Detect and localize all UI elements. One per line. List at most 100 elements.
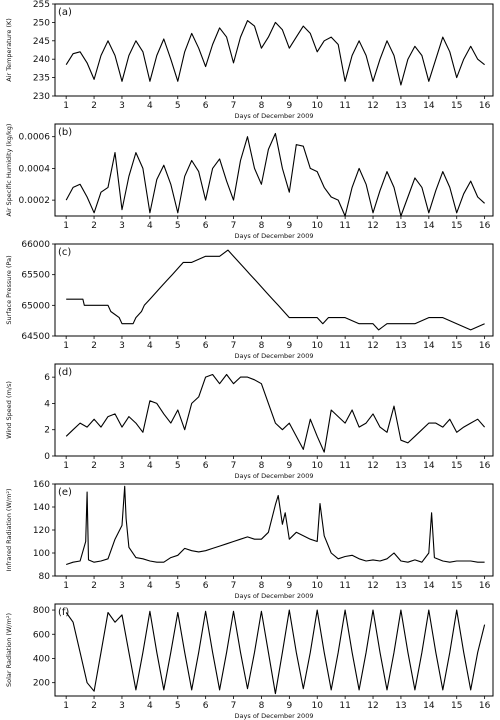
x-tick-label: 12 — [367, 101, 378, 111]
panel-label: (c) — [58, 247, 71, 258]
x-tick-label: 13 — [395, 701, 406, 711]
x-tick-label: 4 — [147, 701, 153, 711]
plot-frame — [54, 243, 494, 337]
x-tick-label: 7 — [231, 461, 237, 471]
x-tick-label: 13 — [395, 581, 406, 591]
x-tick-label: 14 — [423, 101, 435, 111]
panel-c: 1 2 3 4 5 6 7 8 9 10 11 12 13 14 15 1664500650006550066… — [5, 240, 494, 360]
x-axis-label: Days of December 2009 — [235, 472, 314, 480]
y-tick-label: 140 — [33, 503, 50, 513]
x-tick-label: 3 — [119, 101, 125, 111]
x-tick-label: 11 — [339, 101, 350, 111]
x-tick-label: 13 — [395, 101, 406, 111]
x-axis-label: Days of December 2009 — [235, 712, 314, 720]
y-tick-label: 65000 — [21, 301, 50, 311]
panel-b: 1 2 3 4 5 6 7 8 9 10 11 12 13 14 15 160.00020.00040.000… — [5, 123, 494, 240]
x-tick-label: 3 — [119, 461, 125, 471]
y-tick-label: 250 — [33, 18, 50, 28]
x-tick-label: 7 — [231, 221, 237, 231]
x-tick-label: 11 — [339, 341, 350, 351]
x-tick-label: 1 — [63, 221, 69, 231]
panel-label: (d) — [58, 367, 72, 378]
x-tick-label: 16 — [479, 101, 491, 111]
x-tick-label: 1 — [63, 581, 69, 591]
panel-a: 1 2 3 4 5 6 7 8 9 10 11 12 13 14 15 1623023524024525025… — [5, 0, 494, 120]
x-tick-label: 13 — [395, 221, 406, 231]
x-tick-label: 1 — [63, 701, 69, 711]
data-series-line — [65, 20, 485, 86]
y-tick-label: 4 — [44, 399, 50, 409]
x-tick-label: 15 — [451, 341, 462, 351]
panel-label: (b) — [58, 127, 72, 138]
y-tick-label: 0.0006 — [19, 133, 51, 143]
x-tick-label: 9 — [286, 101, 292, 111]
x-tick-label: 3 — [119, 701, 125, 711]
x-tick-label: 7 — [231, 101, 237, 111]
x-tick-label: 7 — [231, 701, 237, 711]
x-tick-label: 15 — [451, 701, 462, 711]
x-tick-label: 14 — [423, 221, 435, 231]
x-tick-label: 8 — [259, 221, 265, 231]
x-tick-label: 15 — [451, 101, 462, 111]
y-tick-label: 64500 — [21, 332, 50, 342]
data-series-line — [65, 373, 486, 453]
panel-label: (a) — [58, 7, 72, 18]
y-tick-label: 245 — [33, 37, 50, 47]
x-tick-label: 15 — [451, 461, 462, 471]
x-tick-label: 8 — [259, 701, 265, 711]
y-tick-label: 800 — [33, 606, 50, 616]
x-axis-label: Days of December 2009 — [235, 112, 314, 120]
x-tick-label: 2 — [91, 221, 97, 231]
x-tick-label: 6 — [203, 461, 209, 471]
x-tick-label: 6 — [203, 221, 209, 231]
x-tick-label: 15 — [451, 581, 462, 591]
x-tick-label: 11 — [339, 221, 350, 231]
y-tick-label: 65500 — [21, 271, 50, 281]
data-series-line — [66, 249, 485, 331]
plot-frame — [54, 123, 494, 217]
data-series-line — [65, 132, 485, 217]
y-axis-label: Air Temperature (K) — [5, 18, 13, 82]
x-tick-label: 9 — [286, 341, 292, 351]
x-tick-label: 13 — [395, 341, 406, 351]
x-tick-label: 16 — [479, 581, 491, 591]
y-tick-label: 255 — [33, 0, 50, 10]
plot-frame — [54, 363, 494, 457]
y-tick-label: 120 — [33, 526, 50, 536]
x-tick-label: 7 — [231, 581, 237, 591]
x-tick-label: 12 — [367, 221, 378, 231]
x-tick-label: 9 — [286, 221, 292, 231]
x-tick-label: 4 — [147, 221, 153, 231]
x-tick-label: 5 — [175, 221, 181, 231]
y-tick-label: 66000 — [21, 240, 50, 250]
x-tick-label: 15 — [451, 221, 462, 231]
x-tick-label: 11 — [339, 461, 350, 471]
y-tick-label: 6 — [44, 373, 50, 383]
x-tick-label: 4 — [147, 341, 153, 351]
x-tick-label: 5 — [175, 701, 181, 711]
plot-frame — [54, 603, 494, 697]
x-tick-label: 4 — [147, 461, 153, 471]
x-tick-label: 14 — [423, 341, 435, 351]
x-tick-label: 11 — [339, 701, 350, 711]
x-tick-label: 14 — [423, 701, 435, 711]
x-tick-label: 12 — [367, 461, 378, 471]
x-tick-label: 10 — [312, 581, 324, 591]
x-axis-label: Days of December 2009 — [235, 352, 314, 360]
x-tick-label: 2 — [91, 701, 97, 711]
x-tick-label: 6 — [203, 581, 209, 591]
x-tick-label: 12 — [367, 581, 378, 591]
y-axis-label: Infrared Radiation (W/m²) — [5, 488, 13, 571]
x-axis-label: Days of December 2009 — [235, 592, 314, 600]
x-tick-label: 2 — [91, 101, 97, 111]
x-tick-label: 14 — [423, 581, 435, 591]
x-tick-label: 9 — [286, 461, 292, 471]
y-axis-label: Wind Speed (m/s) — [5, 381, 13, 439]
x-tick-label: 14 — [423, 461, 435, 471]
y-tick-label: 600 — [33, 630, 50, 640]
x-tick-label: 4 — [147, 101, 153, 111]
panel-e: 1 2 3 4 5 6 7 8 9 10 11 12 13 14 15 1680100120140160Day… — [5, 480, 494, 600]
x-tick-label: 6 — [203, 701, 209, 711]
x-tick-label: 10 — [312, 701, 324, 711]
